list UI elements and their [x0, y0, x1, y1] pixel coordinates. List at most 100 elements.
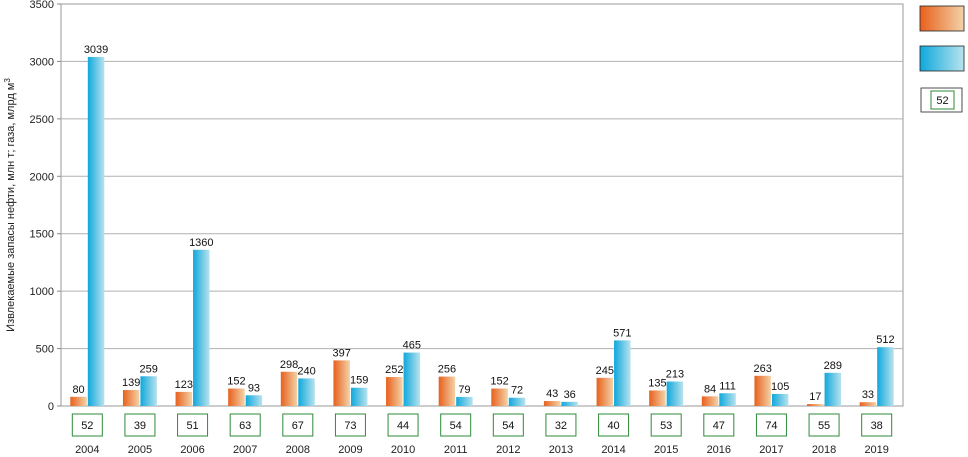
value-label-oil-2016: 84 [704, 383, 716, 395]
count-box-2015 [650, 413, 682, 437]
count-box-2017 [755, 413, 787, 437]
value-label-oil-2019: 33 [862, 389, 874, 401]
value-label-gas-2007: 93 [248, 382, 260, 394]
count-value-2011: 54 [450, 420, 462, 432]
x-tick-label-2014: 2014 [601, 444, 625, 456]
bar-oil-2005 [122, 390, 140, 406]
bar-oil-2016 [701, 396, 719, 406]
count-value-2004: 52 [81, 420, 93, 432]
x-tick-label-2015: 2015 [654, 444, 678, 456]
x-tick-label-2009: 2009 [338, 444, 362, 456]
count-value-2015: 53 [660, 420, 672, 432]
bar-gas-2019 [877, 347, 894, 406]
bar-gas-2018 [824, 372, 842, 406]
y-tick-label: 1500 [30, 229, 54, 241]
x-tick-label-2016: 2016 [707, 444, 731, 456]
value-label-gas-2006: 1360 [189, 237, 213, 249]
value-label-gas-2018: 289 [824, 360, 842, 372]
x-tick-label-2012: 2012 [496, 444, 520, 456]
value-label-oil-2006: 123 [175, 379, 193, 391]
value-label-gas-2017: 105 [771, 381, 789, 393]
value-label-gas-2004: 3039 [84, 44, 108, 56]
count-value-2006: 51 [186, 420, 198, 432]
legend-count-value: 52 [936, 95, 948, 107]
count-box-2013 [545, 413, 577, 437]
value-label-oil-2009: 397 [333, 347, 351, 359]
bar-gas-2014 [614, 340, 631, 406]
y-axis-label: Извлекаемые запасы нефти, млн т; газа, м… [3, 78, 17, 332]
count-value-2012: 54 [502, 420, 514, 432]
count-value-2010: 44 [397, 420, 409, 432]
bar-oil-2018 [807, 404, 824, 406]
legend-swatch-gas [919, 45, 965, 72]
bar-gas-2006 [193, 249, 210, 406]
count-box-2009 [334, 413, 366, 437]
value-label-gas-2008: 240 [297, 365, 315, 377]
bar-gas-2015 [666, 381, 684, 406]
x-tick-label-2007: 2007 [233, 444, 257, 456]
count-value-2014: 40 [607, 420, 619, 432]
bar-oil-2012 [491, 388, 508, 406]
value-label-gas-2013: 36 [564, 389, 576, 401]
y-axis-ticks: 0 500 1000 1500 2000 2500 3000 3500 [30, 0, 61, 413]
x-tick-label-2005: 2005 [128, 444, 152, 456]
bar-oil-2008 [280, 371, 298, 406]
y-axis-label-superscript: 3 [3, 78, 12, 83]
value-label-gas-2011: 79 [458, 384, 470, 396]
value-label-oil-2010: 252 [385, 364, 403, 376]
bar-oil-2011 [438, 376, 456, 406]
count-box-2016 [703, 413, 735, 437]
x-tick-label-2018: 2018 [812, 444, 836, 456]
count-value-2009: 73 [344, 420, 356, 432]
y-tick-label: 2500 [30, 114, 54, 126]
bar-oil-2006 [175, 391, 193, 406]
bar-gas-2011 [456, 396, 473, 406]
count-value-2017: 74 [765, 420, 777, 432]
y-tick-label: 2000 [30, 171, 54, 183]
value-label-gas-2014: 571 [613, 327, 631, 339]
plot-area [60, 3, 904, 407]
count-value-2005: 39 [134, 420, 146, 432]
bar-gas-2007 [245, 395, 263, 406]
y-tick-label: 3000 [30, 56, 54, 68]
bar-oil-2015 [649, 390, 666, 406]
count-box-2004 [71, 413, 103, 437]
value-label-oil-2013: 43 [546, 388, 558, 400]
legend: 52 [919, 5, 965, 113]
value-label-gas-2019: 512 [876, 334, 894, 346]
value-label-oil-2007: 152 [227, 376, 245, 388]
count-value-2018: 55 [818, 420, 830, 432]
value-labels: 8030391392591231360152932982403971592524… [72, 44, 894, 403]
y-tick-label: 0 [48, 401, 54, 413]
count-box-2006 [177, 413, 209, 437]
value-label-gas-2012: 72 [511, 385, 523, 397]
x-tick-label-2006: 2006 [180, 444, 204, 456]
count-boxes: 52 39 51 63 67 73 44 54 54 32 40 53 47 74 55 38 [71, 413, 893, 437]
x-tick-label-2019: 2019 [864, 444, 888, 456]
value-label-oil-2014: 245 [596, 365, 614, 377]
y-tick-label: 500 [36, 344, 54, 356]
value-label-gas-2016: 111 [719, 380, 736, 392]
count-box-2011 [440, 413, 472, 437]
bar-gas-2005 [140, 376, 157, 406]
count-box-2019 [861, 413, 893, 437]
value-label-oil-2011: 256 [438, 364, 456, 376]
bar-gas-2009 [350, 387, 368, 406]
count-box-2007 [229, 413, 261, 437]
count-value-2016: 47 [713, 420, 725, 432]
value-label-oil-2017: 263 [754, 363, 772, 375]
value-label-oil-2008: 298 [280, 359, 298, 371]
value-label-gas-2010: 465 [403, 340, 421, 352]
x-tick-label-2008: 2008 [286, 444, 310, 456]
bar-gas-2010 [403, 352, 421, 406]
value-label-gas-2009: 159 [350, 375, 368, 387]
legend-count-inner [930, 90, 955, 110]
value-label-gas-2005: 259 [140, 363, 158, 375]
x-axis-labels: 2004 2005 2006 2007 2008 2009 2010 2011 2012 2013… [75, 444, 889, 456]
bar-oil-2019 [859, 402, 877, 406]
bar-oil-2009 [333, 360, 350, 406]
count-box-2012 [492, 413, 524, 437]
bar-gas-2016 [719, 393, 736, 406]
bar-gas-2008 [298, 378, 315, 406]
